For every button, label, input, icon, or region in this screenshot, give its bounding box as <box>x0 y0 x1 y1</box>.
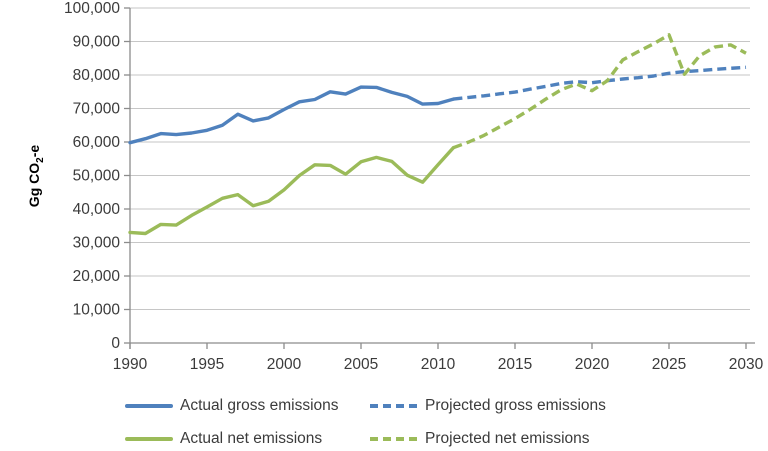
gridlines-group <box>130 7 750 310</box>
tick-labels-group: 0 10,000 20,000 30,000 40,000 50,000 60,000 70,… <box>64 0 764 373</box>
actual-gross-line-sample <box>125 404 173 408</box>
y-tick-label: 90,000 <box>73 34 121 51</box>
actual-net-line-sample <box>125 437 173 441</box>
legend-item-actual-net: Actual net emissions <box>125 429 370 449</box>
x-tick-label: 1995 <box>190 356 224 373</box>
y-tick-label: 40,000 <box>73 201 121 218</box>
x-tick-label: 2015 <box>498 356 532 373</box>
x-tick-label: 2030 <box>729 356 764 373</box>
projected-net-line-sample <box>370 437 418 441</box>
legend-label: Actual net emissions <box>180 430 323 447</box>
projected-gross-emissions-line <box>453 65 747 101</box>
y-tick-label: 0 <box>111 335 120 352</box>
x-tick-label: 2020 <box>575 356 610 373</box>
y-tick-label: 70,000 <box>73 101 121 118</box>
projected-gross-line-sample <box>370 404 418 408</box>
x-tick-label: 1990 <box>113 356 148 373</box>
actual-gross-emissions-line <box>128 85 456 145</box>
projected-net-emissions-line <box>452 33 747 150</box>
legend-item-projected-gross: Projected gross emissions <box>370 396 606 416</box>
legend-label: Projected net emissions <box>425 430 590 447</box>
y-axis-title-text: Gg CO <box>26 162 43 208</box>
legend-item-projected-net: Projected net emissions <box>370 429 606 449</box>
y-tick-label: 80,000 <box>73 67 121 84</box>
y-tick-label: 10,000 <box>73 302 121 319</box>
legend-label: Actual gross emissions <box>180 397 339 414</box>
axes-group <box>124 7 755 349</box>
y-tick-label: 100,000 <box>64 0 120 17</box>
legend-item-actual-gross: Actual gross emissions <box>125 396 370 416</box>
y-axis-title: Gg CO2-e <box>26 116 46 236</box>
y-tick-label: 20,000 <box>73 268 121 285</box>
x-tick-label: 2005 <box>344 356 378 373</box>
x-tick-label: 2010 <box>421 356 456 373</box>
actual-net-emissions-line <box>128 145 456 236</box>
y-axis-title-suffix: -e <box>26 144 43 158</box>
series-lines-group <box>128 33 747 236</box>
y-axis-title-subscript: 2 <box>34 157 46 163</box>
y-tick-label: 30,000 <box>73 235 121 252</box>
chart-legend: Actual gross emissions Projected gross e… <box>125 396 606 449</box>
legend-label: Projected gross emissions <box>425 397 606 414</box>
x-tick-label: 2000 <box>267 356 302 373</box>
y-tick-label: 50,000 <box>73 168 121 185</box>
y-tick-label: 60,000 <box>73 134 121 151</box>
x-tick-label: 2025 <box>652 356 686 373</box>
